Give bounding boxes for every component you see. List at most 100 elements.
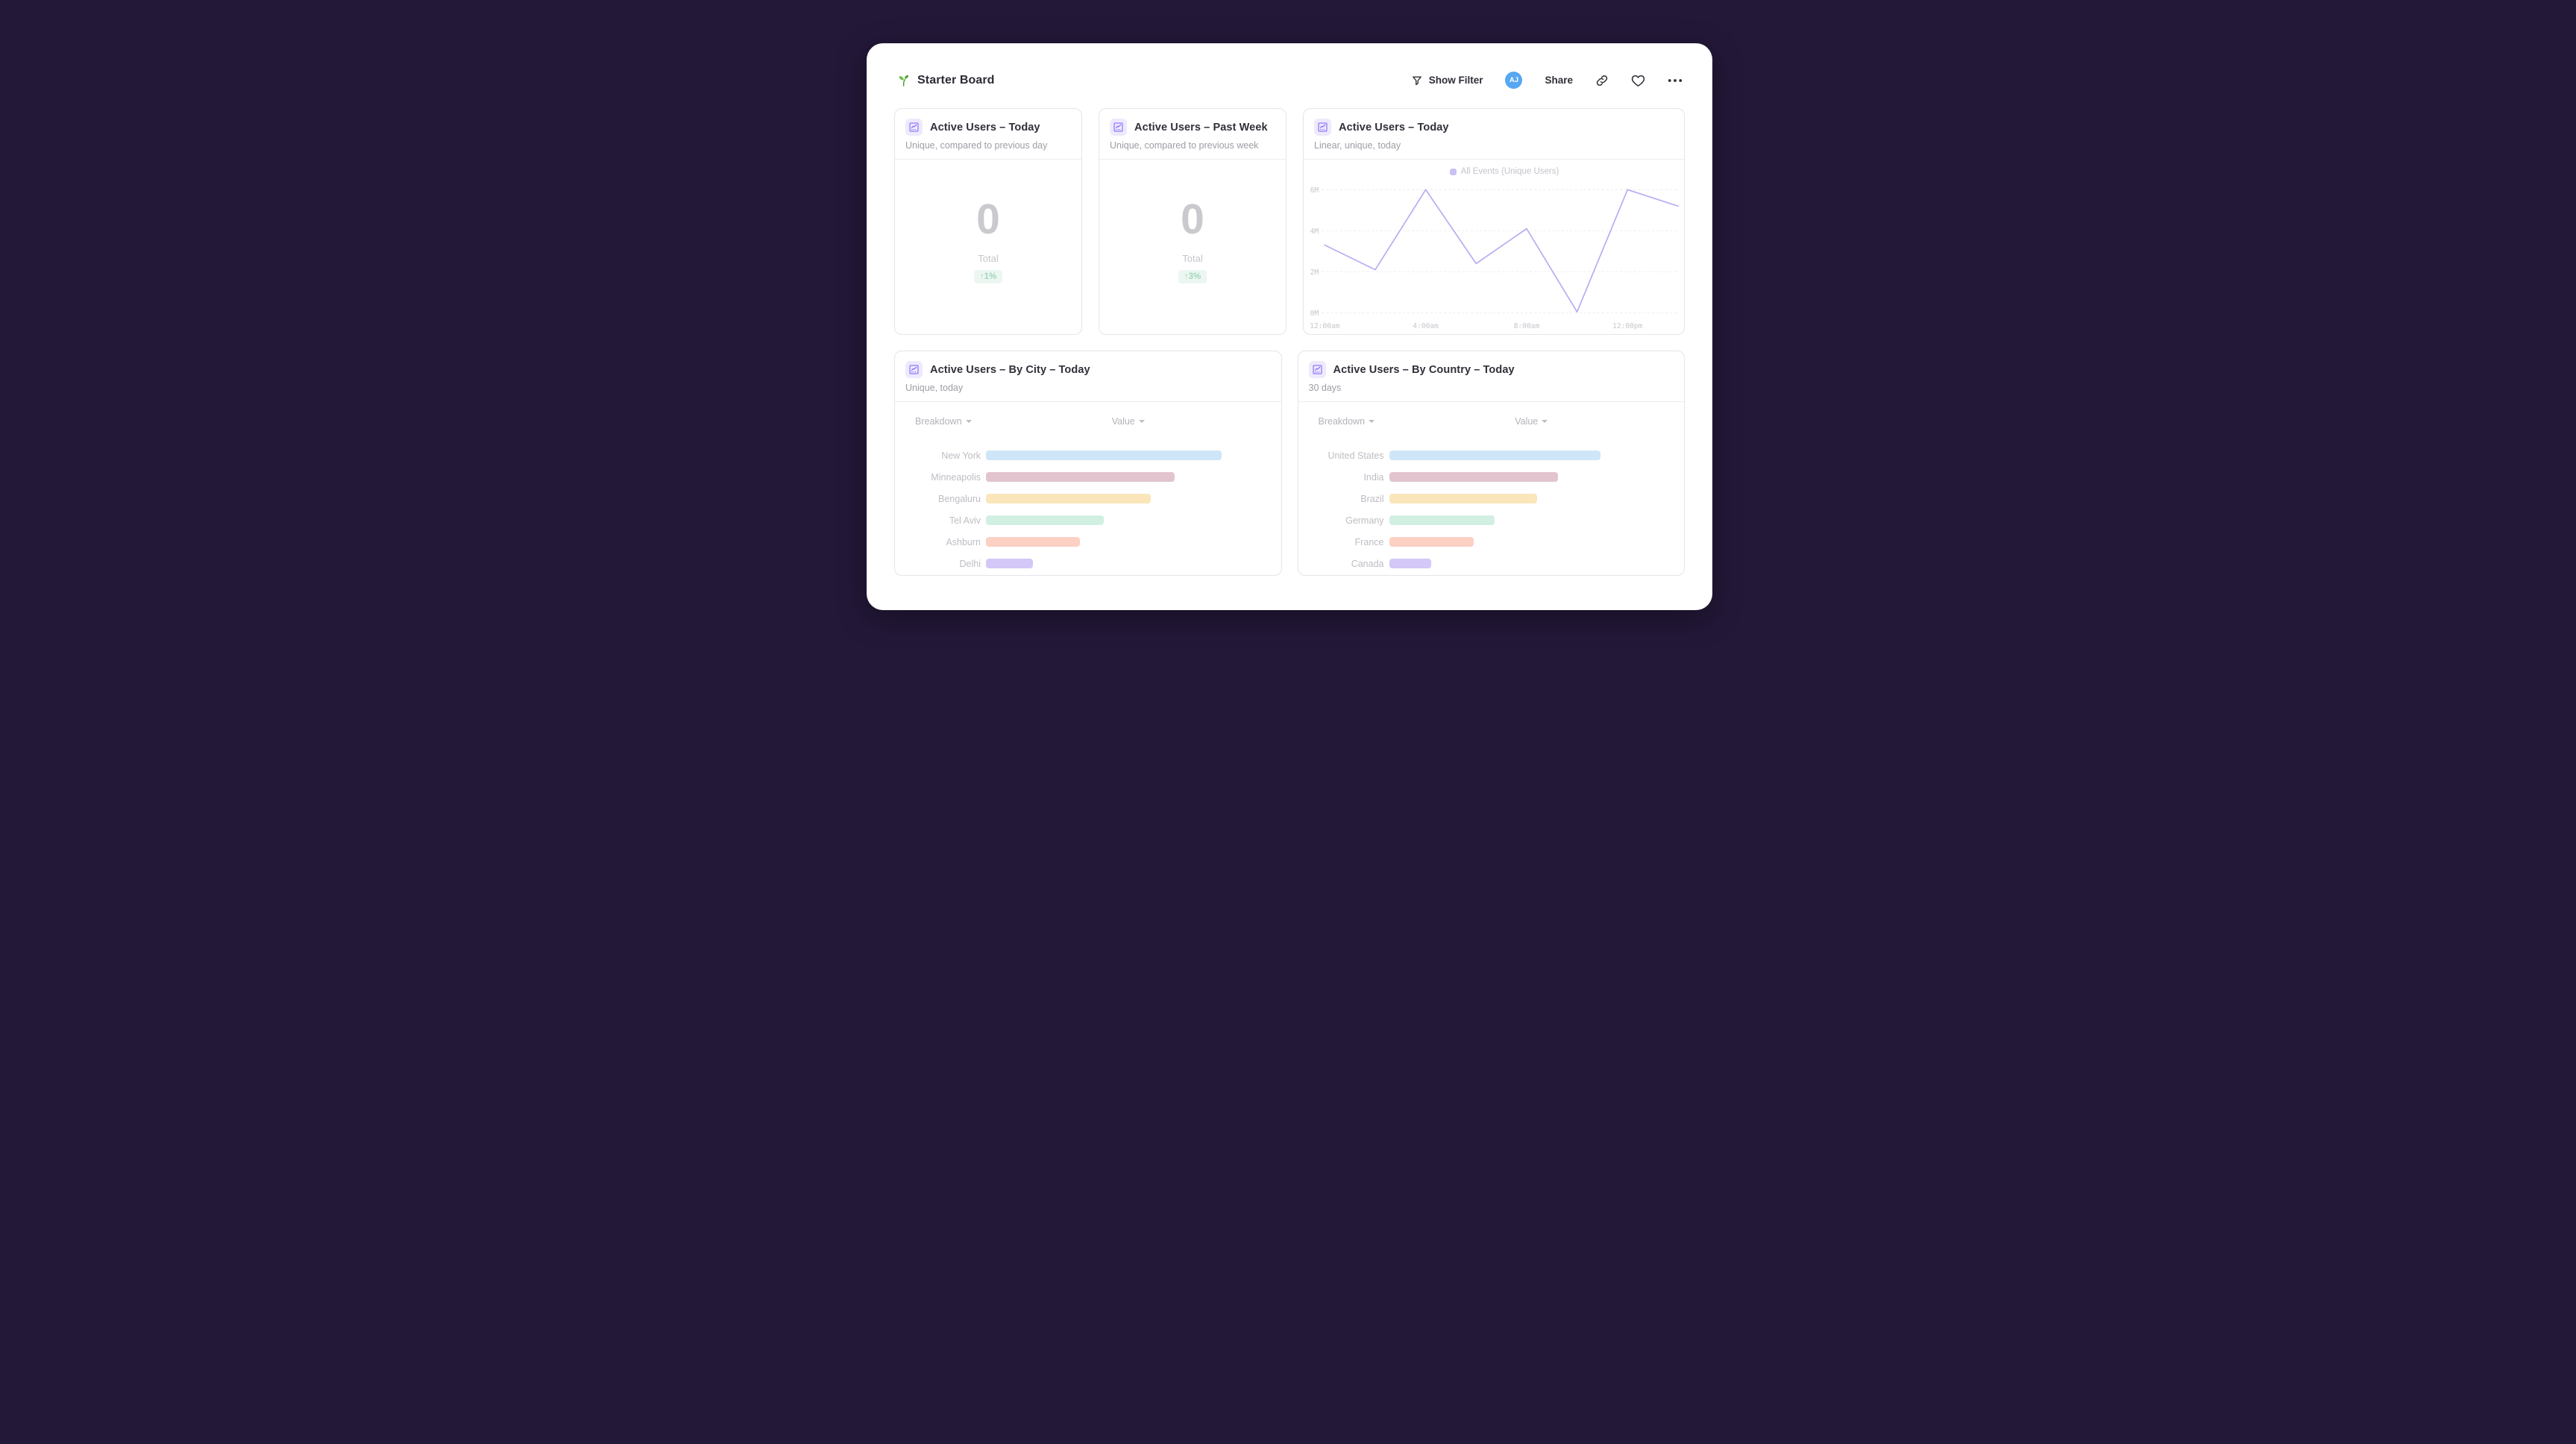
legend-label: All Events (Unique Users) xyxy=(1460,167,1559,176)
value-bar[interactable] xyxy=(1389,559,1432,568)
value-bar[interactable] xyxy=(1389,451,1600,460)
card-title: Active Users – Past Week xyxy=(1134,121,1268,134)
card-title: Active Users – Today xyxy=(930,121,1040,134)
value-bar[interactable] xyxy=(986,451,1222,460)
card-title: Active Users – By City – Today xyxy=(930,363,1090,376)
bar-track xyxy=(1384,515,1674,525)
kpi-delta-badge: ↑1% xyxy=(973,270,1003,283)
chevron-down-icon xyxy=(1369,420,1375,423)
card-subtitle: Unique, today xyxy=(905,383,964,393)
table-row[interactable]: Ashburn xyxy=(895,531,1271,553)
board-title-group: Starter Board xyxy=(896,73,995,87)
row-label: Canada xyxy=(1351,558,1384,569)
show-filter-label: Show Filter xyxy=(1428,75,1483,86)
column-header-value[interactable]: Value xyxy=(1112,416,1145,427)
legend-swatch xyxy=(1449,168,1457,175)
bar-track xyxy=(981,537,1271,547)
chart-icon xyxy=(905,361,923,378)
card-active-users-past-week[interactable]: Active Users – Past Week Unique, compare… xyxy=(1099,108,1287,335)
row-label: New York xyxy=(941,450,981,461)
page-title: Starter Board xyxy=(917,73,995,87)
card-title: Active Users – By Country – Today xyxy=(1333,363,1515,376)
table-row[interactable]: Minneapolis xyxy=(895,466,1271,488)
kpi-value: 0 xyxy=(1181,195,1204,243)
breakdown-rows: United States India Brazil Germany France Can… xyxy=(1298,445,1674,574)
bar-track xyxy=(981,472,1271,482)
table-row[interactable]: New York xyxy=(895,445,1271,466)
link-icon xyxy=(1596,75,1608,86)
value-bar[interactable] xyxy=(1389,472,1558,482)
bar-track xyxy=(981,494,1271,503)
chart-legend: All Events (Unique Users) xyxy=(1325,167,1684,176)
card-header: Active Users – Past Week Unique, compare… xyxy=(1099,109,1286,160)
table-row[interactable]: Canada xyxy=(1298,553,1674,574)
card-subtitle: 30 days xyxy=(1308,383,1342,393)
table-row[interactable]: Brazil xyxy=(1298,488,1674,509)
chart-icon xyxy=(1314,119,1331,136)
card-active-users-by-country[interactable]: Active Users – By Country – Today 30 day… xyxy=(1297,351,1685,576)
cards-row-1: Active Users – Today Unique, compared to… xyxy=(894,108,1685,335)
card-header: Active Users – Today Unique, compared to… xyxy=(895,109,1081,160)
copy-link-button[interactable] xyxy=(1595,74,1609,87)
dashboard-panel: Starter Board Show Filter AJ Share xyxy=(867,43,1712,610)
table-row[interactable]: France xyxy=(1298,531,1674,553)
value-bar[interactable] xyxy=(1389,515,1495,525)
card-active-users-line-chart[interactable]: Active Users – Today Linear, unique, tod… xyxy=(1303,108,1685,335)
y-axis-tick: 0M xyxy=(1310,310,1319,318)
chart-icon xyxy=(1308,361,1326,378)
column-header-value[interactable]: Value xyxy=(1515,416,1548,427)
share-button[interactable]: Share xyxy=(1545,75,1573,86)
table-row[interactable]: Delhi xyxy=(895,553,1271,574)
row-label: Ashburn xyxy=(946,536,981,547)
bar-track xyxy=(1384,472,1674,482)
table-row[interactable]: Tel Aviv xyxy=(895,509,1271,531)
x-axis-tick: 4:00am xyxy=(1413,322,1439,330)
more-options-button[interactable] xyxy=(1668,78,1683,84)
chart-icon xyxy=(1110,119,1127,136)
heart-icon xyxy=(1631,75,1645,87)
y-axis-tick: 4M xyxy=(1310,227,1319,236)
avatar[interactable]: AJ xyxy=(1505,72,1523,89)
card-header: Active Users – By City – Today Unique, t… xyxy=(895,351,1281,402)
column-header-breakdown[interactable]: Breakdown xyxy=(915,416,972,427)
kpi-value-label: Total xyxy=(1182,253,1203,264)
value-bar[interactable] xyxy=(1389,494,1537,503)
value-bar[interactable] xyxy=(986,494,1152,503)
breakdown-table-header: Breakdown Value xyxy=(1298,415,1674,428)
filter-funnel-icon xyxy=(1412,76,1421,85)
bar-track xyxy=(1384,559,1674,568)
table-row[interactable]: Bengaluru xyxy=(895,488,1271,509)
show-filter-button[interactable]: Show Filter xyxy=(1411,75,1483,87)
breakdown-table-header: Breakdown Value xyxy=(895,415,1271,428)
table-row[interactable]: Germany xyxy=(1298,509,1674,531)
value-bar[interactable] xyxy=(1389,537,1474,547)
bar-track xyxy=(1384,494,1674,503)
value-bar[interactable] xyxy=(986,515,1104,525)
board-header: Starter Board Show Filter AJ Share xyxy=(867,43,1712,89)
card-active-users-today[interactable]: Active Users – Today Unique, compared to… xyxy=(894,108,1082,335)
table-row[interactable]: India xyxy=(1298,466,1674,488)
chart-icon xyxy=(905,119,923,136)
row-label: Tel Aviv xyxy=(949,515,981,526)
x-axis-tick: 8:00am xyxy=(1514,322,1540,330)
value-bar[interactable] xyxy=(986,537,1081,547)
chevron-down-icon xyxy=(965,420,972,423)
table-row[interactable]: United States xyxy=(1298,445,1674,466)
line-chart[interactable]: 6M 4M 2M 0M 12:00am 4:00am 8:00am 12:00pm xyxy=(1304,178,1684,334)
x-axis-tick: 12:00am xyxy=(1310,322,1340,330)
chevron-down-icon xyxy=(1542,420,1548,423)
kpi-value-label: Total xyxy=(978,253,999,264)
breakdown-table: Breakdown Value New York Minneapolis Benga… xyxy=(895,402,1281,575)
column-header-breakdown[interactable]: Breakdown xyxy=(1319,416,1375,427)
card-subtitle: Unique, compared to previous week xyxy=(1110,140,1259,151)
chevron-down-icon xyxy=(1138,420,1145,423)
card-header: Active Users – By Country – Today 30 day… xyxy=(1298,351,1684,402)
cards-row-2: Active Users – By City – Today Unique, t… xyxy=(894,351,1685,576)
value-bar[interactable] xyxy=(986,559,1034,568)
breakdown-table: Breakdown Value United States India Brazil… xyxy=(1298,402,1685,575)
x-axis-tick: 12:00pm xyxy=(1612,322,1643,330)
value-bar[interactable] xyxy=(986,472,1175,482)
card-subtitle: Linear, unique, today xyxy=(1314,140,1401,151)
card-active-users-by-city[interactable]: Active Users – By City – Today Unique, t… xyxy=(894,351,1282,576)
favorite-button[interactable] xyxy=(1631,74,1645,87)
